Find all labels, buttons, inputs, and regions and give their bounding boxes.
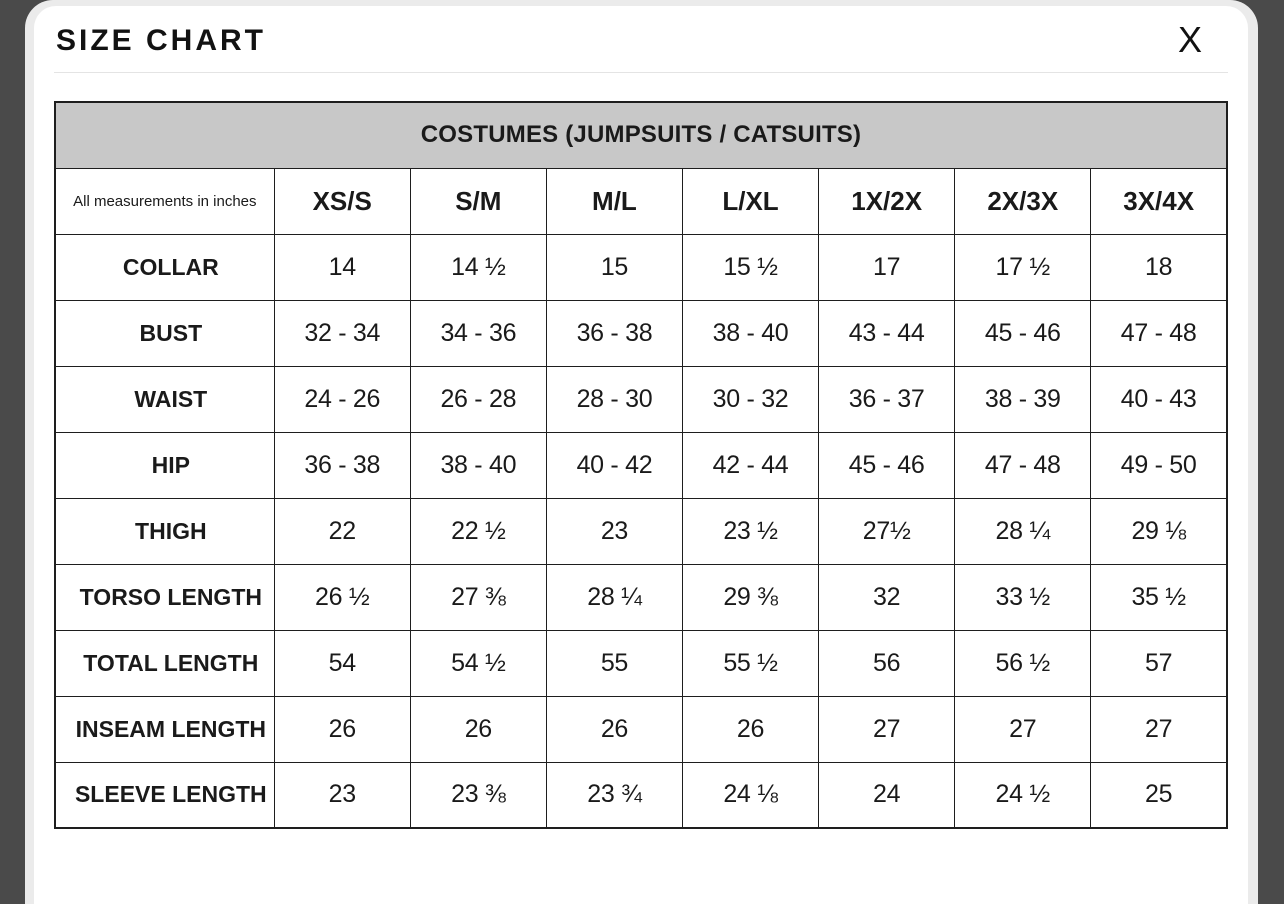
row-label: TOTAL LENGTH (54, 629, 275, 697)
table-caption: COSTUMES (JUMPSUITS / CATSUITS) (54, 101, 1228, 169)
size-cell: 23 ½ (681, 497, 820, 565)
size-cell: 23 ⅜ (409, 761, 547, 829)
size-cell: 26 (681, 695, 820, 763)
size-cell: 32 (818, 563, 956, 631)
size-cell: 55 (545, 629, 683, 697)
size-cell: 38 - 39 (954, 365, 1092, 433)
size-cell: 32 - 34 (273, 299, 411, 367)
size-cell: 30 - 32 (681, 365, 820, 433)
size-cell: 28 - 30 (545, 365, 683, 433)
size-cell: 14 ½ (409, 233, 547, 301)
row-label: COLLAR (54, 233, 275, 301)
size-cell: 28 ¼ (545, 563, 683, 631)
size-cell: 24 - 26 (273, 365, 411, 433)
size-cell: 17 ½ (954, 233, 1092, 301)
size-cell: 22 ½ (409, 497, 547, 565)
size-cell: 42 - 44 (681, 431, 820, 499)
size-cell: 45 - 46 (818, 431, 956, 499)
size-cell: 24 ½ (954, 761, 1092, 829)
size-cell: 36 - 38 (273, 431, 411, 499)
size-cell: 54 (273, 629, 411, 697)
size-cell: 26 - 28 (409, 365, 547, 433)
size-cell: 22 (273, 497, 411, 565)
table-caption-row: COSTUMES (JUMPSUITS / CATSUITS) (54, 101, 1228, 169)
size-cell: 26 (273, 695, 411, 763)
column-header-m-l: M/L (545, 167, 683, 235)
row-label: TORSO LENGTH (54, 563, 275, 631)
column-header-3x-4x: 3X/4X (1090, 167, 1228, 235)
size-cell: 15 ½ (681, 233, 820, 301)
row-label: BUST (54, 299, 275, 367)
size-cell: 38 - 40 (681, 299, 820, 367)
size-cell: 29 ⅛ (1090, 497, 1228, 565)
size-cell: 29 ⅜ (681, 563, 820, 631)
size-cell: 27 (954, 695, 1092, 763)
table-row: BUST 32 - 34 34 - 36 36 - 38 38 - 40 43 - 44 4… (54, 299, 1228, 367)
size-cell: 18 (1090, 233, 1228, 301)
column-header-s-m: S/M (409, 167, 547, 235)
size-cell: 49 - 50 (1090, 431, 1228, 499)
table-header-row: All measurements in inches XS/S S/M M/L … (54, 167, 1228, 235)
size-cell: 56 ½ (954, 629, 1092, 697)
close-icon[interactable]: X (1174, 20, 1206, 60)
table-row: SLEEVE LENGTH 23 23 ⅜ 23 ¾ 24 ⅛ 24 24 ½ 25 (54, 761, 1228, 829)
table-row: WAIST 24 - 26 26 - 28 28 - 30 30 - 32 36 - 37… (54, 365, 1228, 433)
column-header-2x-3x: 2X/3X (954, 167, 1092, 235)
size-cell: 35 ½ (1090, 563, 1228, 631)
size-cell: 26 ½ (273, 563, 411, 631)
size-cell: 47 - 48 (1090, 299, 1228, 367)
size-cell: 40 - 42 (545, 431, 683, 499)
header-divider (54, 72, 1228, 73)
size-cell: 27 (1090, 695, 1228, 763)
row-label: THIGH (54, 497, 275, 565)
size-cell: 34 - 36 (409, 299, 547, 367)
size-cell: 26 (545, 695, 683, 763)
table-row: HIP 36 - 38 38 - 40 40 - 42 42 - 44 45 - 46 47… (54, 431, 1228, 499)
size-chart-table: COSTUMES (JUMPSUITS / CATSUITS) All meas… (54, 101, 1228, 829)
size-cell: 45 - 46 (954, 299, 1092, 367)
size-cell: 23 ¾ (545, 761, 683, 829)
size-cell: 23 (273, 761, 411, 829)
row-label: SLEEVE LENGTH (54, 761, 275, 829)
size-cell: 24 (818, 761, 956, 829)
column-header-l-xl: L/XL (681, 167, 820, 235)
size-cell: 57 (1090, 629, 1228, 697)
size-cell: 14 (273, 233, 411, 301)
size-cell: 25 (1090, 761, 1228, 829)
size-cell: 38 - 40 (409, 431, 547, 499)
table-row: COLLAR 14 14 ½ 15 15 ½ 17 17 ½ 18 (54, 233, 1228, 301)
table-row: INSEAM LENGTH 26 26 26 26 27 27 27 (54, 695, 1228, 763)
row-label: WAIST (54, 365, 275, 433)
table-row: TOTAL LENGTH 54 54 ½ 55 55 ½ 56 56 ½ 57 (54, 629, 1228, 697)
page-title: SIZE CHART (56, 24, 266, 57)
size-cell: 40 - 43 (1090, 365, 1228, 433)
size-cell: 33 ½ (954, 563, 1092, 631)
size-cell: 55 ½ (681, 629, 820, 697)
row-label: HIP (54, 431, 275, 499)
size-cell: 36 - 38 (545, 299, 683, 367)
size-cell: 27 (818, 695, 956, 763)
table-row: THIGH 22 22 ½ 23 23 ½ 27½ 28 ¼ 29 ⅛ (54, 497, 1228, 565)
size-cell: 24 ⅛ (681, 761, 820, 829)
size-cell: 27 ⅜ (409, 563, 547, 631)
size-cell: 28 ¼ (954, 497, 1092, 565)
row-label: INSEAM LENGTH (54, 695, 275, 763)
column-header-xs-s: XS/S (273, 167, 411, 235)
size-chart-modal: SIZE CHART X COSTUMES (JUMPSUITS / CATSU… (34, 6, 1248, 904)
modal-header: SIZE CHART X (34, 6, 1248, 72)
size-cell: 17 (818, 233, 956, 301)
size-cell: 36 - 37 (818, 365, 956, 433)
size-cell: 47 - 48 (954, 431, 1092, 499)
size-cell: 56 (818, 629, 956, 697)
size-cell: 26 (409, 695, 547, 763)
size-cell: 43 - 44 (818, 299, 956, 367)
column-header-1x-2x: 1X/2X (818, 167, 956, 235)
measurement-note: All measurements in inches (54, 167, 275, 235)
size-cell: 23 (545, 497, 683, 565)
size-chart-sheet: SIZE CHART X COSTUMES (JUMPSUITS / CATSU… (25, 0, 1258, 904)
size-cell: 54 ½ (409, 629, 547, 697)
table-row: TORSO LENGTH 26 ½ 27 ⅜ 28 ¼ 29 ⅜ 32 33 ½ 35 ½ (54, 563, 1228, 631)
size-cell: 27½ (818, 497, 956, 565)
size-cell: 15 (545, 233, 683, 301)
